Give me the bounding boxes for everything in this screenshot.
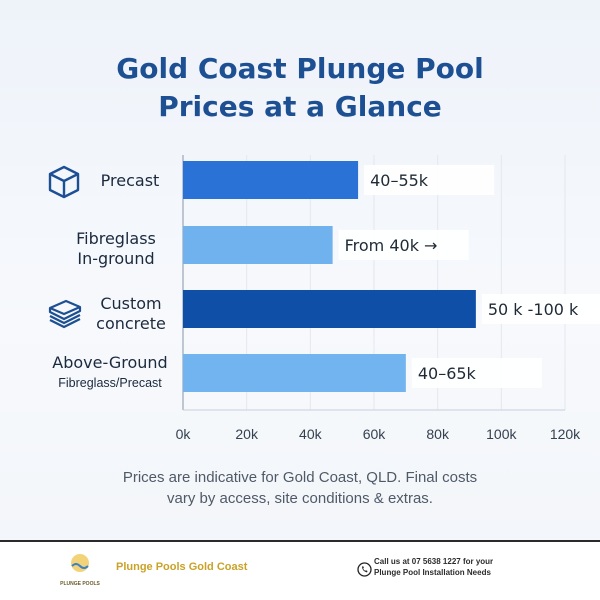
title-line-1: Gold Coast Plunge Pool bbox=[116, 52, 484, 85]
infographic-card bbox=[0, 0, 600, 540]
phone-icon bbox=[357, 562, 372, 582]
bar bbox=[183, 354, 406, 392]
bar-chart: 0k 20k 40k 60k 80k 100k 120k 40–55k From 40k → 50… bbox=[175, 155, 600, 442]
x-tick-label: 0k bbox=[176, 426, 192, 442]
brand-name: Plunge Pools Gold Coast bbox=[116, 561, 248, 573]
x-tick-label: 40k bbox=[299, 426, 323, 442]
bar-label-bg bbox=[338, 230, 469, 260]
bar bbox=[183, 226, 333, 264]
cube-icon bbox=[46, 164, 82, 205]
title-line-2: Prices at a Glance bbox=[158, 90, 442, 123]
bar bbox=[183, 161, 359, 199]
page-title: Gold Coast Plunge Pool Prices at a Glanc… bbox=[0, 50, 600, 126]
bar-label-bg bbox=[364, 165, 495, 195]
bar-value-label: 40–65k bbox=[418, 364, 477, 383]
bar-label-bg bbox=[481, 294, 600, 324]
category-label-precast: Precast bbox=[100, 171, 160, 190]
bar-label-bg bbox=[411, 358, 542, 388]
category-label-fibreglass: Fibreglass In-ground bbox=[76, 229, 156, 268]
pool-logo-icon: PLUNGE POOLS bbox=[52, 552, 108, 592]
x-tick-label: 60k bbox=[363, 426, 387, 442]
bar-value-label: 50 k -100 k bbox=[488, 300, 579, 319]
x-tick-label: 100k bbox=[486, 426, 517, 442]
category-label-custom: Custom concrete bbox=[96, 294, 166, 333]
footnote: Prices are indicative for Gold Coast, QL… bbox=[122, 469, 478, 507]
call-to-action[interactable]: Call us at 07 5638 1227 for your Plunge … bbox=[374, 557, 494, 577]
footer-bar: PLUNGE POOLS Plunge Pools Gold Coast Cal… bbox=[0, 540, 600, 600]
x-tick-label: 80k bbox=[426, 426, 450, 442]
bar bbox=[183, 290, 476, 328]
bar-value-label: From 40k → bbox=[345, 236, 438, 255]
bar-value-label: 40–55k bbox=[370, 171, 429, 190]
x-tick-label: 20k bbox=[235, 426, 259, 442]
x-tick-label: 120k bbox=[550, 426, 581, 442]
stacked-slabs-icon bbox=[46, 296, 84, 335]
category-label-above-ground: Above-Ground Fibreglass/Precast bbox=[52, 353, 168, 390]
